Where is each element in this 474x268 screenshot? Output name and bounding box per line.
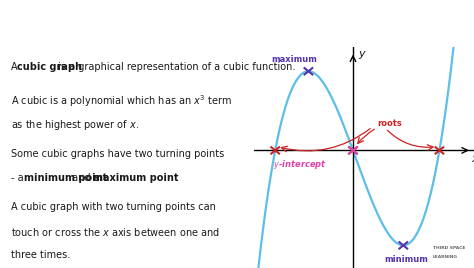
Text: Cubic Graph: Cubic Graph	[7, 17, 130, 35]
Text: $y$: $y$	[358, 49, 367, 61]
Text: cubic graph: cubic graph	[18, 62, 82, 72]
Text: LEARNING: LEARNING	[433, 255, 458, 259]
Text: roots: roots	[377, 119, 401, 128]
Text: minimum: minimum	[384, 255, 428, 264]
Text: A cubic is a polynomial which has an $x^3$ term: A cubic is a polynomial which has an $x^…	[10, 93, 231, 109]
Text: $y$-intercept: $y$-intercept	[273, 158, 327, 171]
Text: is a graphical representation of a cubic function.: is a graphical representation of a cubic…	[55, 62, 295, 72]
Text: THIRD SPACE: THIRD SPACE	[433, 246, 465, 250]
Text: maximum: maximum	[272, 55, 318, 64]
Text: maximum point: maximum point	[92, 173, 178, 183]
Text: Some cubic graphs have two turning points: Some cubic graphs have two turning point…	[10, 148, 224, 159]
Text: touch or cross the $x$ axis between one and: touch or cross the $x$ axis between one …	[10, 226, 219, 238]
Text: and a: and a	[69, 173, 102, 183]
Text: .: .	[137, 173, 140, 183]
Text: as the highest power of $x$.: as the highest power of $x$.	[10, 118, 138, 132]
Text: A cubic graph with two turning points can: A cubic graph with two turning points ca…	[10, 202, 215, 212]
Text: three times.: three times.	[10, 250, 70, 260]
Text: - a: - a	[10, 173, 26, 183]
Text: A: A	[10, 62, 20, 72]
Text: $x$: $x$	[471, 154, 474, 164]
Text: minimum point: minimum point	[24, 173, 108, 183]
